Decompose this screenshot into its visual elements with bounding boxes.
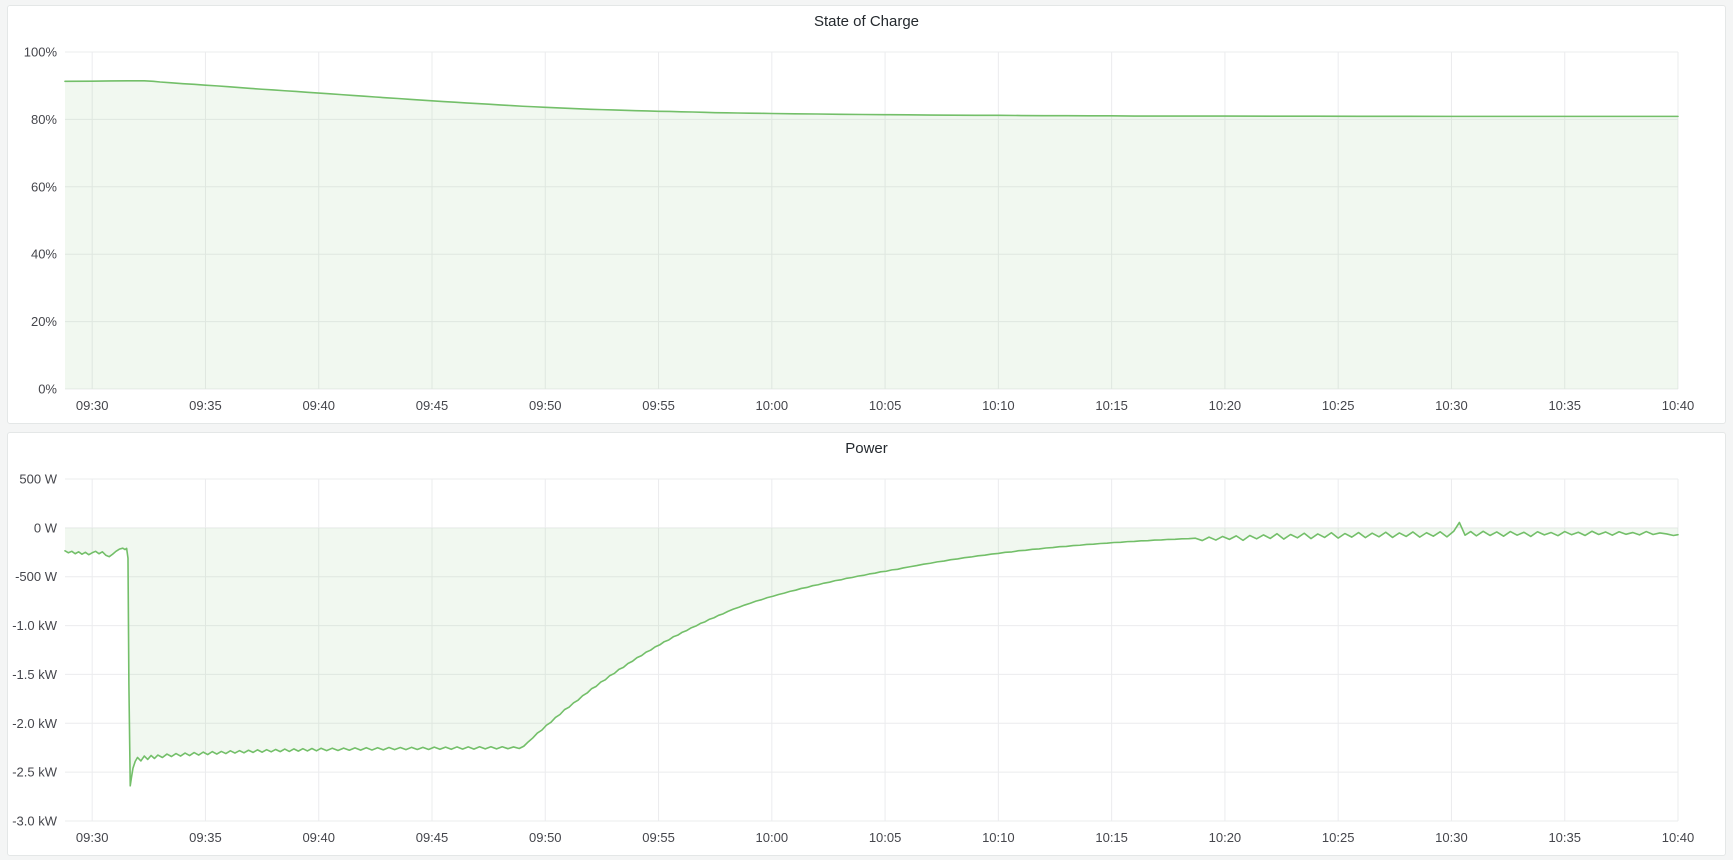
- x-axis-tick-label: 10:40: [1662, 398, 1695, 413]
- x-axis-tick-label: 10:25: [1322, 830, 1355, 845]
- x-axis-tick-label: 09:55: [642, 398, 675, 413]
- x-axis-tick-label: 09:40: [302, 398, 335, 413]
- x-axis-tick-label: 09:30: [76, 398, 109, 413]
- y-axis-tick-label: 40%: [31, 247, 57, 262]
- series-line: [64, 80, 1679, 118]
- panel-title-state-of-charge[interactable]: State of Charge: [813, 13, 920, 30]
- x-axis-tick-label: 09:50: [529, 398, 562, 413]
- x-axis-tick-label: 10:15: [1095, 398, 1128, 413]
- x-axis-tick-label: 09:45: [416, 398, 449, 413]
- x-axis-tick-label: 10:00: [756, 830, 789, 845]
- panel-power: Power 500 W 0 W -500 W -1.0 kW -1.5 kW -2.0 k…: [7, 432, 1726, 856]
- y-axis-tick-label: -2.0 kW: [12, 716, 58, 731]
- y-axis-tick-label: 100%: [24, 45, 58, 60]
- state-of-charge-chart[interactable]: 100% 80% 60% 40% 20% 0% 09:30 09:35 09:40 09:45 09…: [8, 36, 1725, 423]
- y-axis-tick-label: -1.5 kW: [12, 667, 58, 682]
- power-chart-canvas[interactable]: 500 W 0 W -500 W -1.0 kW -1.5 kW -2.0 kW -2.5 …: [8, 463, 1725, 855]
- x-axis-tick-label: 10:20: [1209, 830, 1242, 845]
- y-axis-tick-label: 0%: [38, 382, 57, 397]
- panel-state-of-charge: State of Charge 100% 80% 60% 40% 20% 0% 09:30 0…: [7, 5, 1726, 424]
- y-axis-tick-label: 20%: [31, 314, 57, 329]
- x-axis-tick-label: 09:30: [76, 830, 109, 845]
- y-axis-tick-label: -3.0 kW: [12, 814, 58, 829]
- y-axis-tick-label: 500 W: [19, 472, 57, 487]
- x-axis-tick-label: 10:05: [869, 830, 902, 845]
- x-axis-tick-label: 10:30: [1435, 398, 1468, 413]
- series-area-fill: [65, 522, 1678, 786]
- x-axis-tick-label: 10:05: [869, 398, 902, 413]
- x-axis-tick-label: 09:50: [529, 830, 562, 845]
- y-axis-tick-label: -1.0 kW: [12, 618, 58, 633]
- series-area-fill: [65, 80, 1678, 389]
- x-axis-tick-label: 10:25: [1322, 398, 1355, 413]
- x-axis-tick-label: 10:15: [1095, 830, 1128, 845]
- x-axis-tick-label: 09:40: [302, 830, 335, 845]
- x-axis-tick-label: 10:35: [1548, 830, 1581, 845]
- y-axis-tick-label: -2.5 kW: [12, 765, 58, 780]
- x-axis-tick-label: 10:30: [1435, 830, 1468, 845]
- y-axis-tick-label: 80%: [31, 112, 57, 127]
- x-axis-tick-label: 09:45: [416, 830, 449, 845]
- x-axis-tick-label: 10:00: [756, 398, 789, 413]
- x-axis-tick-label: 10:35: [1548, 398, 1581, 413]
- x-axis-tick-label: 10:20: [1209, 398, 1242, 413]
- x-axis-tick-label: 10:40: [1662, 830, 1695, 845]
- x-axis-tick-label: 09:35: [189, 830, 222, 845]
- x-axis-tick-label: 09:55: [642, 830, 675, 845]
- series-line: [64, 521, 1679, 787]
- y-axis-tick-label: -500 W: [15, 569, 58, 584]
- x-axis-tick-label: 09:35: [189, 398, 222, 413]
- x-axis-tick-label: 10:10: [982, 830, 1015, 845]
- power-chart[interactable]: 500 W 0 W -500 W -1.0 kW -1.5 kW -2.0 kW -2.5 …: [8, 463, 1725, 855]
- state-of-charge-chart-canvas[interactable]: 100% 80% 60% 40% 20% 0% 09:30 09:35 09:40 09:45 09…: [8, 36, 1725, 423]
- x-axis-tick-label: 10:10: [982, 398, 1015, 413]
- y-axis-tick-label: 0 W: [34, 520, 58, 535]
- y-axis-tick-label: 60%: [31, 179, 57, 194]
- panel-title-power[interactable]: Power: [845, 440, 888, 457]
